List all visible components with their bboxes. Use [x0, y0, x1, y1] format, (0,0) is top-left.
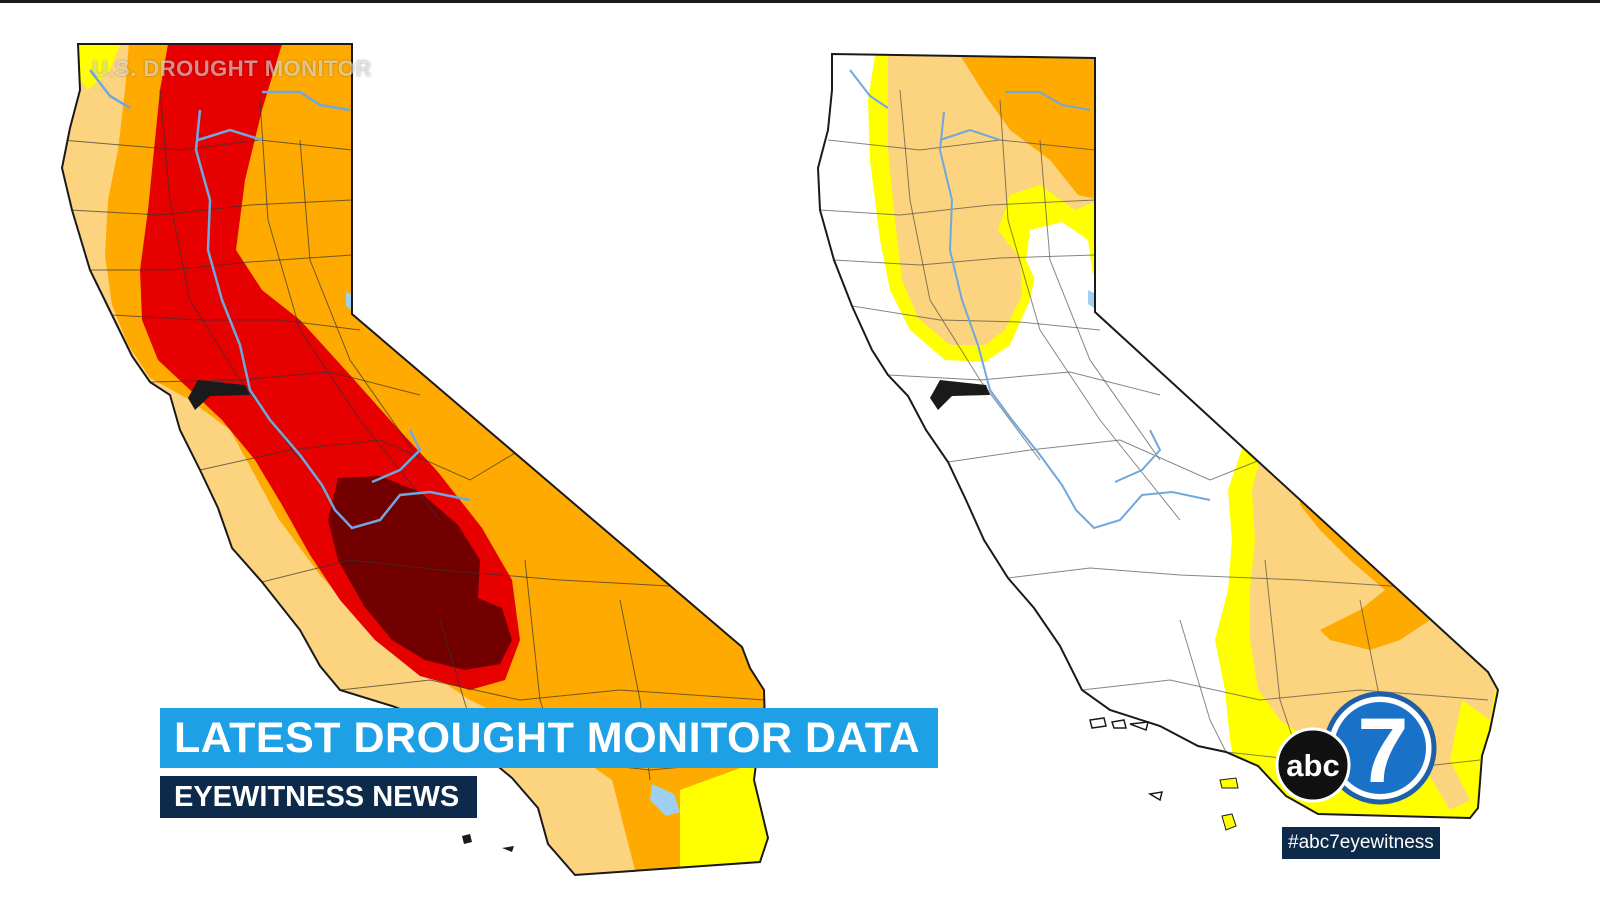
right-map-none-pocket [1026, 222, 1095, 305]
abc7-logo-inner [1334, 702, 1426, 794]
right-map-bay [930, 380, 990, 410]
lower-third-headline: LATEST DROUGHT MONITOR DATA [160, 708, 939, 768]
left-map-rivers [89, 69, 471, 530]
top-border [0, 0, 1600, 3]
right-map-county-lines [819, 89, 1489, 781]
left-map-d4-exceptional [328, 476, 512, 670]
left-map-d0-abnormally-dry-nw [70, 44, 122, 90]
left-map-islands [462, 834, 514, 852]
left-map-salton-sea [650, 784, 680, 816]
right-map-d2-north [960, 55, 1100, 200]
right-map-rivers [849, 69, 1211, 530]
abc7-logo: 7 abc [1275, 691, 1437, 805]
drought-monitor-watermark: U.S. DROUGHT MONITOR [92, 56, 372, 81]
abc-logo-circle [1275, 727, 1351, 803]
right-map-outline [816, 52, 1500, 820]
left-map-bay [188, 380, 250, 410]
right-map-channel-islands [1089, 717, 1164, 802]
right-map-channel-islands-yellow [1219, 777, 1239, 831]
hashtag: #abc7eyewitness [1282, 827, 1440, 859]
abc7-logo-seven: 7 [1357, 700, 1408, 802]
left-map-d1-southwest-band [215, 500, 360, 700]
left-map-d0-abnormally-dry-se [680, 760, 768, 875]
lower-third-subheadline: EYEWITNESS NEWS [160, 776, 478, 818]
abc-logo-text: abc [1286, 748, 1339, 783]
